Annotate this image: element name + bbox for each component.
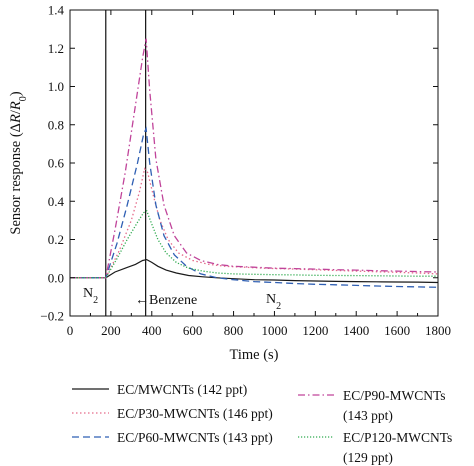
y-tick-label: 0.6 <box>48 156 65 171</box>
legend-label-4: EC/P90-MWCNTs (143 ppt) <box>343 388 446 423</box>
legend-label-3: EC/P60-MWCNTs (143 ppt) <box>117 430 273 445</box>
x-tick-label: 600 <box>183 323 203 338</box>
x-tick-label: 0 <box>67 323 74 338</box>
x-tick-label: 1000 <box>261 323 287 338</box>
x-tick-label: 1200 <box>302 323 328 338</box>
series-line-4 <box>70 38 438 279</box>
legend-label-1: EC/MWCNTs (142 ppt) <box>117 382 247 397</box>
annotation-n2-right: N2 <box>266 292 281 312</box>
y-tick-label: −0.2 <box>40 309 64 324</box>
series-line-3 <box>70 126 438 288</box>
y-tick-label: 0.8 <box>48 117 64 132</box>
annotations: N2 ←Benzene N2 <box>83 286 281 312</box>
x-tick-label: 1600 <box>384 323 410 338</box>
y-tick-label: 1.4 <box>48 3 65 18</box>
y-tick-label: 1.0 <box>48 79 64 94</box>
event-markers <box>105 10 147 316</box>
y-tick-label: 0.2 <box>48 232 64 247</box>
legend: EC/MWCNTs (142 ppt) EC/P30-MWCNTs (146 pp… <box>72 382 452 465</box>
plot-area-frame <box>69 9 439 317</box>
y-tick-label: 1.2 <box>48 41 64 56</box>
annotation-benzene: ←Benzene <box>135 293 197 308</box>
axis-ticks: 0 200 400 600 800 1000 1200 1400 1600 1800 −0.2 0.0… <box>40 3 451 339</box>
x-tick-label: 1400 <box>343 323 369 338</box>
x-axis-title: Time (s) <box>229 347 278 363</box>
series-line-5 <box>70 209 438 279</box>
legend-label-2: EC/P30-MWCNTs (146 ppt) <box>117 406 273 421</box>
y-tick-label: 0.0 <box>48 270 64 285</box>
series-line-1 <box>70 258 438 284</box>
series-line-2 <box>70 167 438 279</box>
y-axis-title: Sensor response (ΔR/R0) <box>8 91 29 234</box>
legend-label-5: EC/P120-MWCNTs (129 ppt) <box>343 430 452 465</box>
series-lines <box>70 38 438 288</box>
annotation-n2-left: N2 <box>83 286 98 306</box>
x-tick-label: 1800 <box>425 323 451 338</box>
y-tick-label: 0.4 <box>48 194 65 209</box>
x-tick-label: 400 <box>142 323 162 338</box>
x-tick-label: 800 <box>224 323 244 338</box>
x-tick-label: 200 <box>101 323 121 338</box>
